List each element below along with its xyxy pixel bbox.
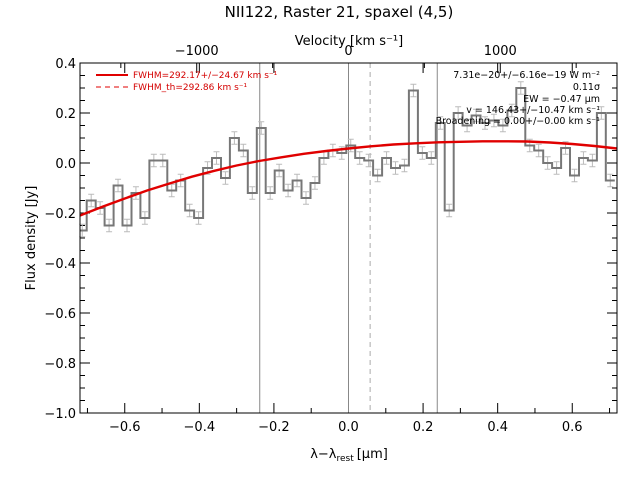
x-axis-label: λ−λrest [μm] [310, 447, 388, 464]
y-tick-label: −1.0 [44, 407, 76, 422]
y-tick-label: −0.4 [44, 257, 76, 272]
x-axis-label-sub: rest [336, 454, 354, 464]
top-tick-label: 0 [344, 44, 352, 59]
x-tick-label: 0.6 [562, 420, 583, 435]
x-axis-label-main: λ−λ [310, 447, 337, 462]
y-tick-label: −0.6 [44, 307, 76, 322]
fit-annotations: 7.31e−20+/−6.16e−19 W m⁻² 0.11σ EW = −0.… [436, 70, 601, 127]
y-tick-label: 0.4 [55, 57, 76, 72]
y-tick-label: −0.2 [44, 207, 76, 222]
x-tick-label: −0.4 [184, 420, 216, 435]
top-tick-label: −1000 [175, 44, 219, 59]
y-tick-label: 0.0 [55, 157, 76, 172]
fit-series [79, 140, 618, 217]
y-axis-label: Flux density [Jy] [24, 186, 39, 291]
annotation-sigma: 0.11σ [573, 82, 600, 93]
data-series [80, 87, 615, 232]
axes-ticks: −0.6 −0.4 −0.2 0.0 0.2 0.4 0.6 −1.0 −0.8 −0.6 −0.4… [44, 44, 617, 435]
x-axis-label-unit: [μm] [357, 447, 388, 462]
annotation-velocity: v = 146.43+/−10.47 km s⁻¹ [466, 105, 600, 116]
y-tick-label: 0.2 [55, 107, 76, 122]
annotation-ew: EW = −0.47 μm [523, 94, 600, 105]
plot-frame [79, 62, 618, 414]
reference-lines [259, 63, 438, 413]
legend: FWHM=292.17+/−24.67 km s⁻¹ FWHM_th=292.8… [96, 71, 278, 93]
legend-entry-fwhm-th: FWHM_th=292.86 km s⁻¹ [133, 83, 248, 93]
fit-curve [79, 140, 618, 217]
x-tick-label: 0.0 [338, 420, 359, 435]
annotation-flux: 7.31e−20+/−6.16e−19 W m⁻² [453, 70, 600, 81]
annotation-broadening: Broadening = 0.00+/−0.00 km s⁻¹ [436, 116, 601, 127]
legend-entry-fwhm: FWHM=292.17+/−24.67 km s⁻¹ [133, 71, 278, 81]
top-axis-label: Velocity [km s⁻¹] [295, 34, 403, 49]
x-tick-label: −0.6 [109, 420, 141, 435]
chart-title: NII122, Raster 21, spaxel (4,5) [225, 3, 454, 21]
data-step-line [80, 87, 615, 232]
x-tick-label: 0.4 [487, 420, 508, 435]
x-tick-label: 0.2 [413, 420, 434, 435]
y-tick-label: −0.8 [44, 357, 76, 372]
x-tick-label: −0.2 [258, 420, 290, 435]
top-tick-label: 1000 [484, 44, 517, 59]
